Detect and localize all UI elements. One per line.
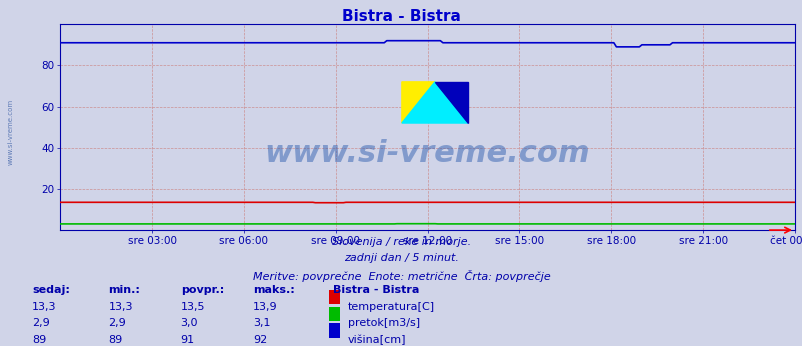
Text: 13,3: 13,3 [32, 302, 57, 312]
Text: sedaj:: sedaj: [32, 285, 70, 295]
Text: 92: 92 [253, 335, 267, 345]
Text: 89: 89 [32, 335, 47, 345]
Text: zadnji dan / 5 minut.: zadnji dan / 5 minut. [343, 253, 459, 263]
Text: pretok[m3/s]: pretok[m3/s] [347, 318, 419, 328]
Text: 91: 91 [180, 335, 195, 345]
Text: 3,0: 3,0 [180, 318, 198, 328]
Text: 13,9: 13,9 [253, 302, 277, 312]
Text: povpr.:: povpr.: [180, 285, 224, 295]
Polygon shape [401, 82, 435, 123]
Text: 13,3: 13,3 [108, 302, 133, 312]
Text: www.si-vreme.com: www.si-vreme.com [265, 139, 589, 169]
Polygon shape [401, 82, 468, 123]
Text: temperatura[C]: temperatura[C] [347, 302, 434, 312]
Text: višina[cm]: višina[cm] [347, 335, 406, 345]
Text: 89: 89 [108, 335, 123, 345]
Text: 2,9: 2,9 [32, 318, 50, 328]
Text: www.si-vreme.com: www.si-vreme.com [7, 98, 14, 165]
Text: Meritve: povprečne  Enote: metrične  Črta: povprečje: Meritve: povprečne Enote: metrične Črta:… [253, 270, 549, 282]
Text: 2,9: 2,9 [108, 318, 126, 328]
Text: 3,1: 3,1 [253, 318, 270, 328]
Text: min.:: min.: [108, 285, 140, 295]
Text: Slovenija / reke in morje.: Slovenija / reke in morje. [331, 237, 471, 247]
Text: Bistra - Bistra: Bistra - Bistra [342, 9, 460, 24]
Polygon shape [435, 82, 468, 123]
Text: maks.:: maks.: [253, 285, 294, 295]
Text: 13,5: 13,5 [180, 302, 205, 312]
Text: Bistra - Bistra: Bistra - Bistra [333, 285, 419, 295]
